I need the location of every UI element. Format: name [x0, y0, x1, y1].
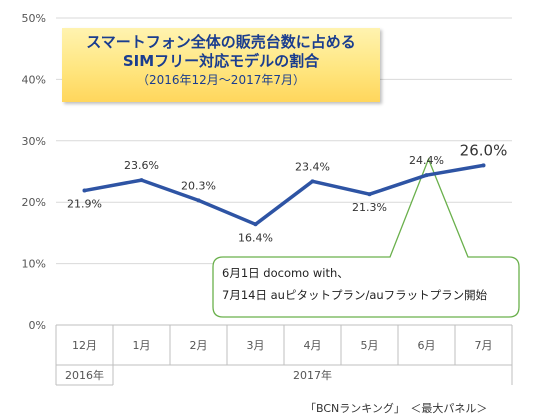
- x-tick-label: 6月: [418, 339, 436, 352]
- y-tick-label: 50%: [22, 12, 46, 25]
- x-tick-label: 4月: [304, 339, 322, 352]
- data-label: 21.3%: [352, 201, 387, 214]
- data-label: 20.3%: [181, 179, 216, 192]
- data-point: [424, 173, 429, 178]
- data-point: [139, 178, 144, 183]
- data-label: 26.0%: [460, 141, 508, 159]
- callout-box: [212, 157, 520, 318]
- x-tick-label: 2月: [190, 339, 208, 352]
- data-label: 16.4%: [238, 231, 273, 244]
- series-line: [82, 163, 486, 227]
- y-tick-label: 0%: [29, 319, 46, 332]
- data-point: [367, 192, 372, 197]
- annotation-line2: 7月14日 auピタットプラン/auフラットプラン開始: [222, 288, 488, 302]
- x-tick-label: 5月: [361, 339, 379, 352]
- year-group-label: 2016年: [65, 368, 104, 382]
- category-table: 12月 1月 2月 3月 4月 5月 6月 7月 2016年 2017年: [55, 324, 513, 386]
- x-tick-label: 3月: [247, 339, 265, 352]
- chart-title-line2: SIMフリー対応モデルの割合: [122, 52, 320, 70]
- data-point: [82, 188, 87, 193]
- x-tick-label: 7月: [475, 339, 493, 352]
- data-point: [253, 222, 258, 227]
- chart-title-period: （2016年12月～2017年7月）: [137, 73, 305, 87]
- y-tick-label: 20%: [22, 196, 46, 209]
- data-point: [310, 179, 315, 184]
- data-point: [481, 163, 486, 168]
- y-tick-label: 10%: [22, 258, 46, 271]
- y-tick-label: 30%: [22, 135, 46, 148]
- chart-title-line1: スマートフォン全体の販売台数に占める: [86, 33, 356, 51]
- annotation-callout: [212, 157, 520, 318]
- data-point: [196, 198, 201, 203]
- data-label: 21.9%: [67, 198, 102, 211]
- y-axis-ticks: 0% 10% 20% 30% 40% 50%: [22, 12, 46, 332]
- series-line-path: [82, 163, 486, 227]
- annotation-text: 6月1日 docomo with、 7月14日 auピタットプラン/auフラット…: [222, 262, 512, 306]
- year-group-label: 2017年: [293, 368, 332, 382]
- chart-title-box: スマートフォン全体の販売台数に占める SIMフリー対応モデルの割合 （2016年…: [62, 28, 380, 102]
- x-tick-label: 1月: [133, 339, 151, 352]
- source-note: 「BCNランキング」 ＜最大パネル＞: [305, 402, 488, 415]
- y-tick-label: 40%: [22, 73, 46, 86]
- annotation-line1: 6月1日 docomo with、: [222, 266, 349, 280]
- data-label: 23.4%: [295, 160, 330, 173]
- data-label: 24.4%: [409, 154, 444, 167]
- data-labels: 21.9% 23.6% 20.3% 16.4% 23.4% 21.3% 24.4% 26.0%: [67, 141, 507, 244]
- data-label: 23.6%: [124, 159, 159, 172]
- x-tick-label: 12月: [72, 339, 97, 352]
